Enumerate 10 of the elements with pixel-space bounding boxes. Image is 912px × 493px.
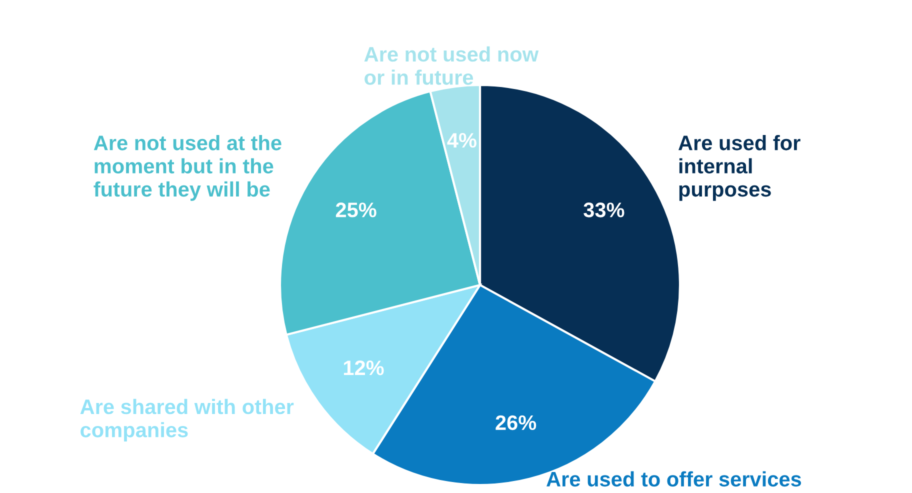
data-label: 33% <box>584 202 624 218</box>
data-label: 4% <box>447 133 476 148</box>
data-label: 12% <box>344 360 384 376</box>
slice-label: Are not used at the moment but in the future they will be <box>94 135 282 201</box>
slice-label: Are shared with other companies <box>80 398 294 442</box>
data-label: 25% <box>336 202 376 218</box>
slice-label: Are used to offer services <box>546 471 802 487</box>
data-label: 26% <box>496 415 536 430</box>
slice-label: Are used for internal purposes <box>678 135 800 201</box>
slice-label: Are not used now or in future <box>364 46 539 85</box>
